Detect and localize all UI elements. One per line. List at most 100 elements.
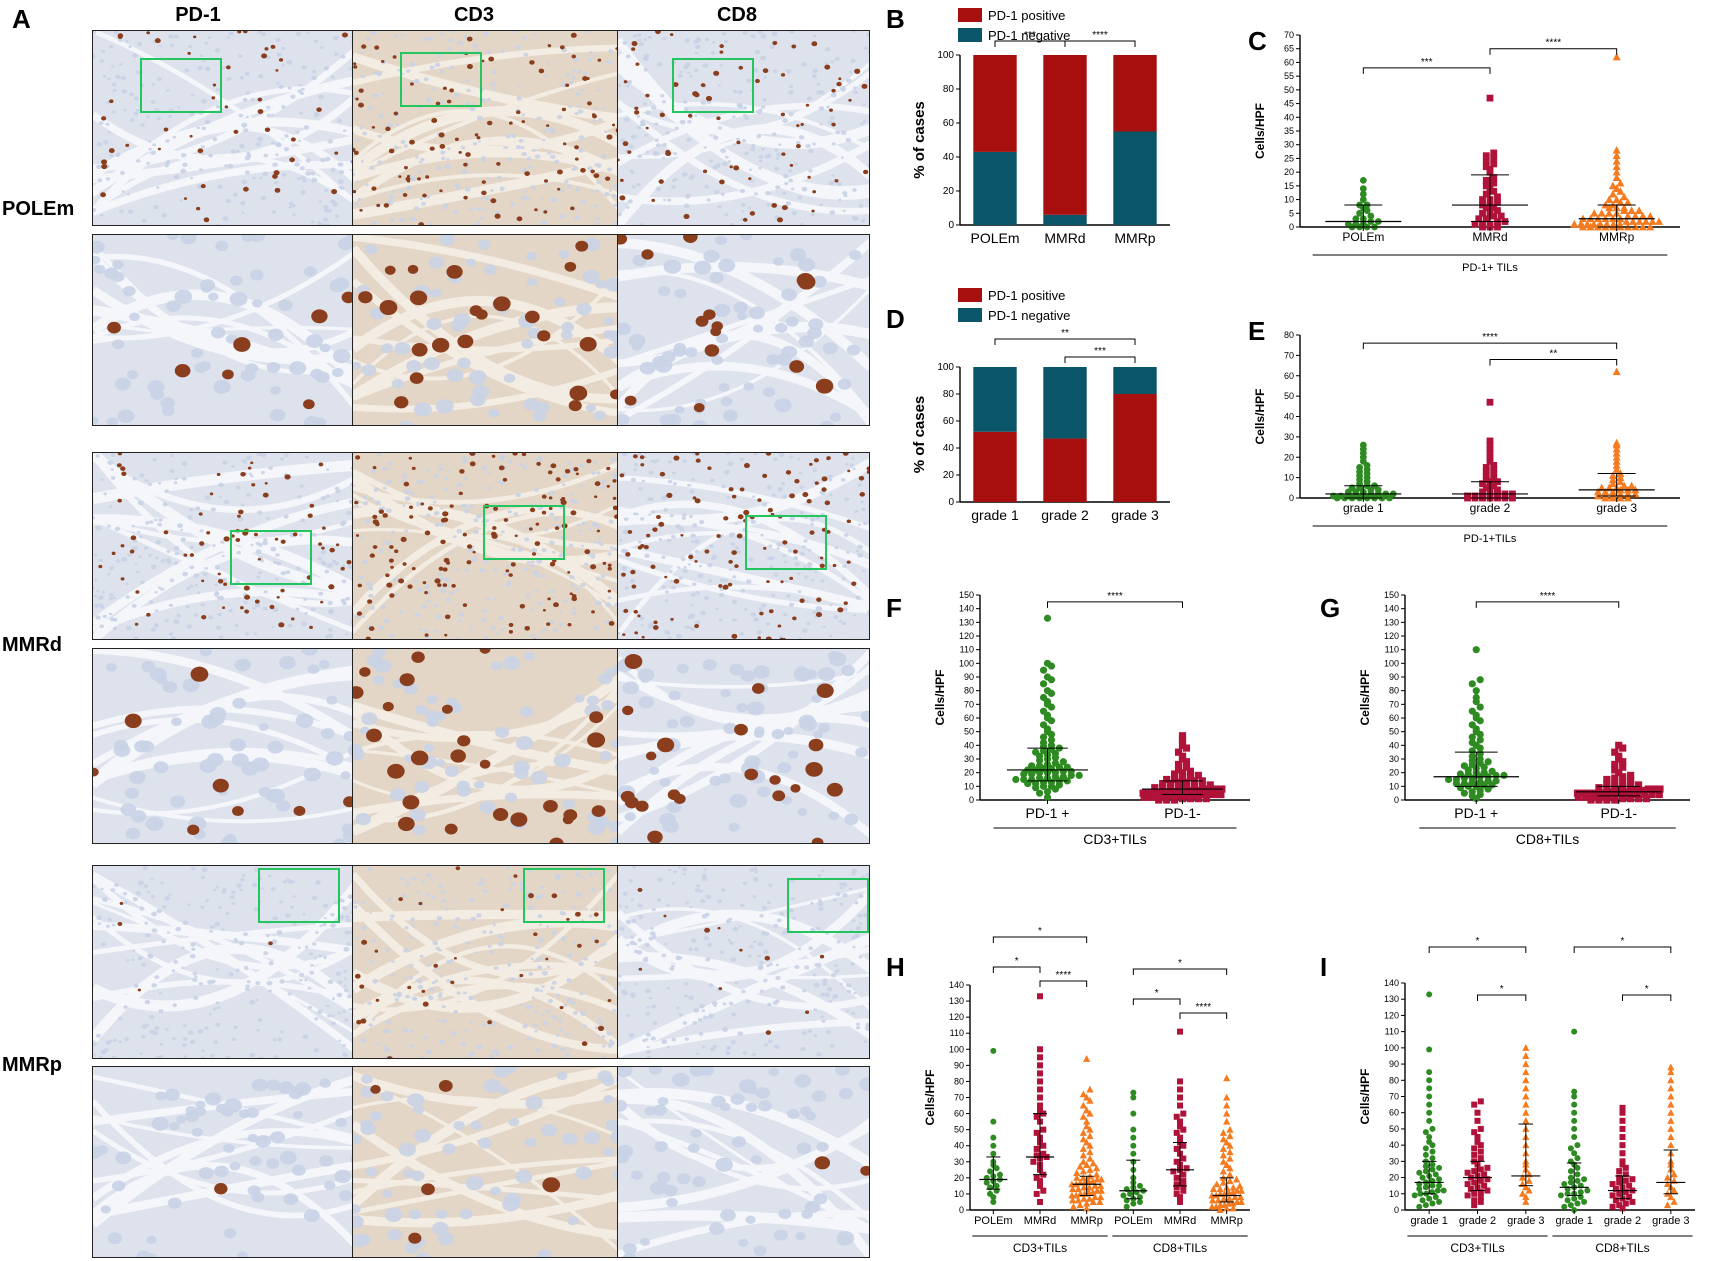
data-point: [1581, 1198, 1588, 1205]
data-point: [1623, 493, 1632, 502]
data-point: [1219, 1157, 1227, 1165]
data-point: [1522, 1044, 1530, 1051]
data-point: [1040, 1142, 1047, 1149]
data-point: [1419, 1197, 1426, 1204]
data-point: [1076, 1201, 1084, 1209]
data-point: [1186, 773, 1195, 781]
data-point: [1479, 196, 1486, 203]
data-point: [1627, 781, 1635, 789]
significance-label: ****: [1107, 591, 1123, 602]
data-point: [1576, 220, 1585, 228]
y-tick-label: 50: [1284, 85, 1294, 95]
y-tick-label: 110: [950, 1028, 964, 1038]
data-point: [1456, 770, 1465, 778]
data-point: [1037, 1086, 1043, 1093]
data-point: [1611, 760, 1619, 769]
data-point: [1043, 687, 1052, 695]
data-point: [1416, 1185, 1423, 1192]
data-point: [1083, 1117, 1091, 1125]
data-point: [1079, 1135, 1087, 1143]
legend-swatch: [958, 28, 982, 42]
y-tick-label: 110: [1385, 1027, 1399, 1037]
y-tick-label: 70: [954, 1093, 964, 1103]
data-point: [1429, 1148, 1436, 1155]
data-point: [1037, 1062, 1043, 1069]
x-category-label: grade 2: [1604, 1215, 1641, 1227]
data-point: [1471, 220, 1479, 228]
data-point: [1476, 703, 1484, 711]
data-point: [1608, 475, 1617, 484]
data-point: [1039, 733, 1048, 741]
data-point: [1612, 465, 1621, 473]
data-point: [1476, 778, 1484, 786]
bar-segment: [973, 55, 1017, 152]
data-point: [1464, 1181, 1471, 1188]
y-tick-label: 140: [1384, 604, 1399, 614]
x-category-label: grade 3: [1507, 1215, 1544, 1227]
data-point: [1616, 489, 1625, 498]
significance-bracket: [1477, 994, 1527, 1001]
data-point: [1612, 151, 1621, 160]
data-point: [1472, 687, 1480, 695]
data-point: [1486, 453, 1494, 461]
data-point: [1567, 1174, 1574, 1181]
data-point: [1033, 1145, 1040, 1152]
data-point: [1619, 1205, 1626, 1212]
data-point: [1477, 1142, 1484, 1149]
y-tick-label: 0: [1394, 1205, 1399, 1215]
data-point: [1571, 1125, 1578, 1132]
data-point: [1083, 1055, 1091, 1062]
data-point: [1086, 1132, 1094, 1140]
data-point: [1426, 1134, 1433, 1141]
data-point: [1571, 1093, 1578, 1100]
data-point: [1080, 1183, 1088, 1191]
data-point: [1069, 1202, 1078, 1210]
y-tick-label: 45: [1284, 99, 1294, 109]
data-point: [1571, 1134, 1578, 1141]
data-point: [1059, 773, 1067, 781]
group-label: CD8+TILs: [1153, 1241, 1207, 1255]
y-tick-label: 0: [959, 1205, 964, 1215]
x-category-label: MMRp: [1114, 230, 1155, 246]
data-point: [1059, 758, 1067, 766]
data-point: [1612, 1197, 1619, 1204]
chart-d: D 0 20 40 60 80 100 % of cases grade 1 grade 2 gra…: [886, 288, 1170, 523]
y-tick-label: 15: [1284, 181, 1294, 191]
significance-label: ****: [1540, 591, 1556, 602]
data-point: [1619, 778, 1627, 786]
y-tick-label: 90: [964, 672, 974, 682]
data-point: [1040, 1187, 1047, 1194]
data-point: [1667, 1108, 1675, 1116]
group-label: CD3+TILs: [1450, 1241, 1504, 1255]
data-point: [1422, 1163, 1429, 1170]
y-tick-label: 20: [1389, 1173, 1399, 1183]
roi-box-mmrd-pd1: [230, 530, 312, 585]
data-point: [1494, 193, 1501, 201]
data-point: [1097, 1186, 1105, 1194]
significance-bracket: [1179, 1012, 1228, 1019]
data-point: [1422, 1145, 1429, 1152]
data-point: [1422, 1168, 1429, 1175]
data-point: [1092, 1170, 1101, 1178]
data-point: [1073, 1174, 1081, 1181]
data-point: [1159, 789, 1167, 797]
bar-segment: [973, 367, 1017, 432]
y-tick-label: 60: [943, 416, 955, 427]
data-point: [1522, 1084, 1530, 1092]
data-point: [1477, 1198, 1484, 1205]
data-point: [1477, 1189, 1484, 1196]
y-tick-label: 60: [1389, 1108, 1399, 1118]
data-point: [1033, 1190, 1040, 1197]
data-point: [1161, 793, 1169, 801]
data-point: [1608, 181, 1617, 190]
data-point: [1074, 1196, 1082, 1204]
chart-f: F 0 10 20 30 40 50 60 70 80 90 100 110 120 130 140 150 Ce…: [886, 590, 1250, 847]
data-point: [1032, 748, 1040, 756]
data-point: [1571, 1028, 1578, 1035]
data-point: [1490, 179, 1498, 187]
data-point: [1611, 774, 1619, 782]
data-point: [1612, 461, 1621, 469]
data-point: [990, 1118, 997, 1125]
x-category-label: POLEm: [970, 230, 1019, 246]
y-tick-label: 10: [1284, 473, 1294, 483]
